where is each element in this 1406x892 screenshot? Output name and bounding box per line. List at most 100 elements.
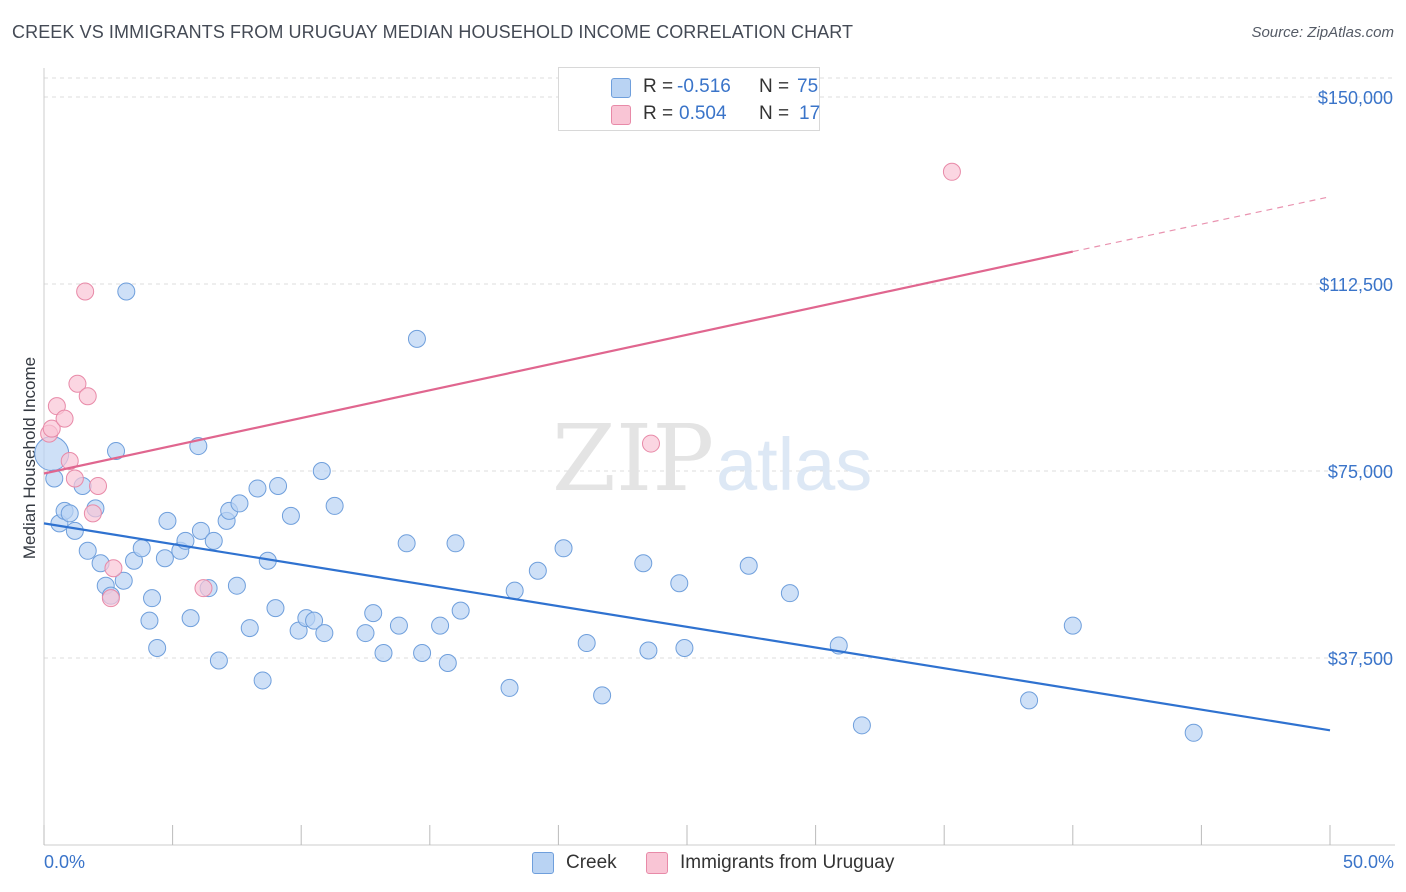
creek-point xyxy=(1063,616,1082,635)
watermark-atlas: atlas xyxy=(716,423,872,506)
uruguay-point xyxy=(194,579,213,598)
x-axis-max-label: 50.0% xyxy=(1342,852,1394,872)
legend-r-value: 0.504 xyxy=(679,103,727,124)
creek-point xyxy=(107,442,126,461)
uruguay-point xyxy=(68,374,87,393)
axes xyxy=(43,68,1395,846)
legend-r-value: -0.516 xyxy=(677,76,731,97)
creek-point xyxy=(312,462,331,480)
uruguay-legend-swatch xyxy=(646,852,668,874)
creek-point xyxy=(675,639,694,658)
uruguay-swatch xyxy=(611,105,631,125)
creek-point xyxy=(209,651,228,670)
creek-point xyxy=(389,616,408,635)
legend-n-label: N = xyxy=(759,103,790,124)
creek-point xyxy=(634,554,653,573)
legend-label-creek: Creek xyxy=(566,852,617,873)
uruguay-point xyxy=(641,434,660,453)
creek-point xyxy=(204,531,223,550)
y-tick-labels: $37,500 $75,000 $112,500 $150,000 xyxy=(1318,88,1393,669)
creek-point xyxy=(65,521,84,540)
creek-point xyxy=(114,571,133,590)
source-credit: Source: ZipAtlas.com xyxy=(1251,24,1394,41)
creek-point xyxy=(240,619,259,638)
series-legend: Creek Immigrants from Uruguay xyxy=(0,852,1406,876)
uruguay-trend-extension xyxy=(1072,196,1331,253)
uruguay-point xyxy=(942,162,961,181)
uruguay-point xyxy=(83,504,102,523)
uruguay-trend-line xyxy=(43,250,1074,475)
creek-point xyxy=(143,589,162,608)
creek-point xyxy=(155,549,174,568)
creek-point xyxy=(438,653,457,672)
y-tick-label: $150,000 xyxy=(1318,88,1393,108)
creek-point xyxy=(407,329,426,348)
creek-point xyxy=(577,634,596,653)
legend-item-uruguay: Immigrants from Uruguay xyxy=(646,852,894,874)
creek-point xyxy=(639,641,658,660)
grid-lines xyxy=(44,77,1395,659)
creek-point xyxy=(140,611,159,630)
creek-point xyxy=(191,521,210,540)
y-tick-label: $37,500 xyxy=(1328,649,1393,669)
uruguay-point xyxy=(104,559,123,578)
creek-point xyxy=(431,616,450,635)
creek-point xyxy=(281,506,300,525)
creek-point xyxy=(554,539,573,558)
chart-title: CREEK VS IMMIGRANTS FROM URUGUAY MEDIAN … xyxy=(12,22,854,42)
creek-point xyxy=(397,534,416,553)
creek-point xyxy=(413,644,432,663)
creek-point xyxy=(132,539,151,558)
x-axis-min-label: 0.0% xyxy=(44,852,86,872)
creek-swatch xyxy=(611,78,631,98)
legend-r-label: R = xyxy=(643,76,674,97)
creek-legend-swatch xyxy=(532,852,554,874)
y-tick-label: $75,000 xyxy=(1328,462,1393,482)
watermark-zip: ZIP xyxy=(552,405,714,512)
creek-point xyxy=(305,611,324,630)
creek-point xyxy=(158,511,177,530)
uruguay-point xyxy=(65,469,84,488)
uruguay-point xyxy=(42,419,61,438)
creek-point xyxy=(117,282,136,301)
creek-point xyxy=(528,561,547,580)
y-tick-label: $112,500 xyxy=(1319,275,1393,295)
creek-point xyxy=(451,601,470,620)
legend-n-label: N = xyxy=(759,76,790,97)
creek-point xyxy=(505,581,524,600)
creek-point xyxy=(852,716,871,735)
creek-point xyxy=(269,476,288,495)
legend-label-uruguay: Immigrants from Uruguay xyxy=(680,852,895,873)
creek-point xyxy=(60,504,79,523)
creek-point xyxy=(148,639,167,658)
creek-point xyxy=(227,576,246,595)
uruguay-point xyxy=(78,387,97,406)
creek-point xyxy=(446,534,465,553)
creek-point xyxy=(230,494,249,513)
uruguay-point xyxy=(60,452,79,471)
creek-trend-line xyxy=(43,522,1331,732)
creek-point xyxy=(1020,691,1039,710)
creek-point xyxy=(780,584,799,603)
creek-point xyxy=(364,604,383,623)
uruguay-point xyxy=(55,409,74,428)
uruguay-point xyxy=(89,476,108,495)
creek-point xyxy=(45,469,64,488)
creek-point xyxy=(374,644,393,663)
creek-point xyxy=(356,624,375,643)
data-points xyxy=(34,162,1203,742)
creek-point xyxy=(1184,723,1203,742)
legend-r-label: R = xyxy=(643,103,674,124)
creek-point xyxy=(266,599,285,618)
uruguay-point xyxy=(101,589,120,608)
creek-point xyxy=(325,496,344,515)
uruguay-point xyxy=(76,282,95,301)
trend-lines xyxy=(43,196,1331,732)
legend-item-creek: Creek xyxy=(532,852,617,874)
correlation-legend: R = -0.516 N = 75 R = 0.504 N = 17 xyxy=(558,67,820,131)
creek-point xyxy=(253,671,272,690)
creek-point xyxy=(500,678,519,697)
creek-point xyxy=(593,686,612,705)
creek-point xyxy=(248,479,267,498)
